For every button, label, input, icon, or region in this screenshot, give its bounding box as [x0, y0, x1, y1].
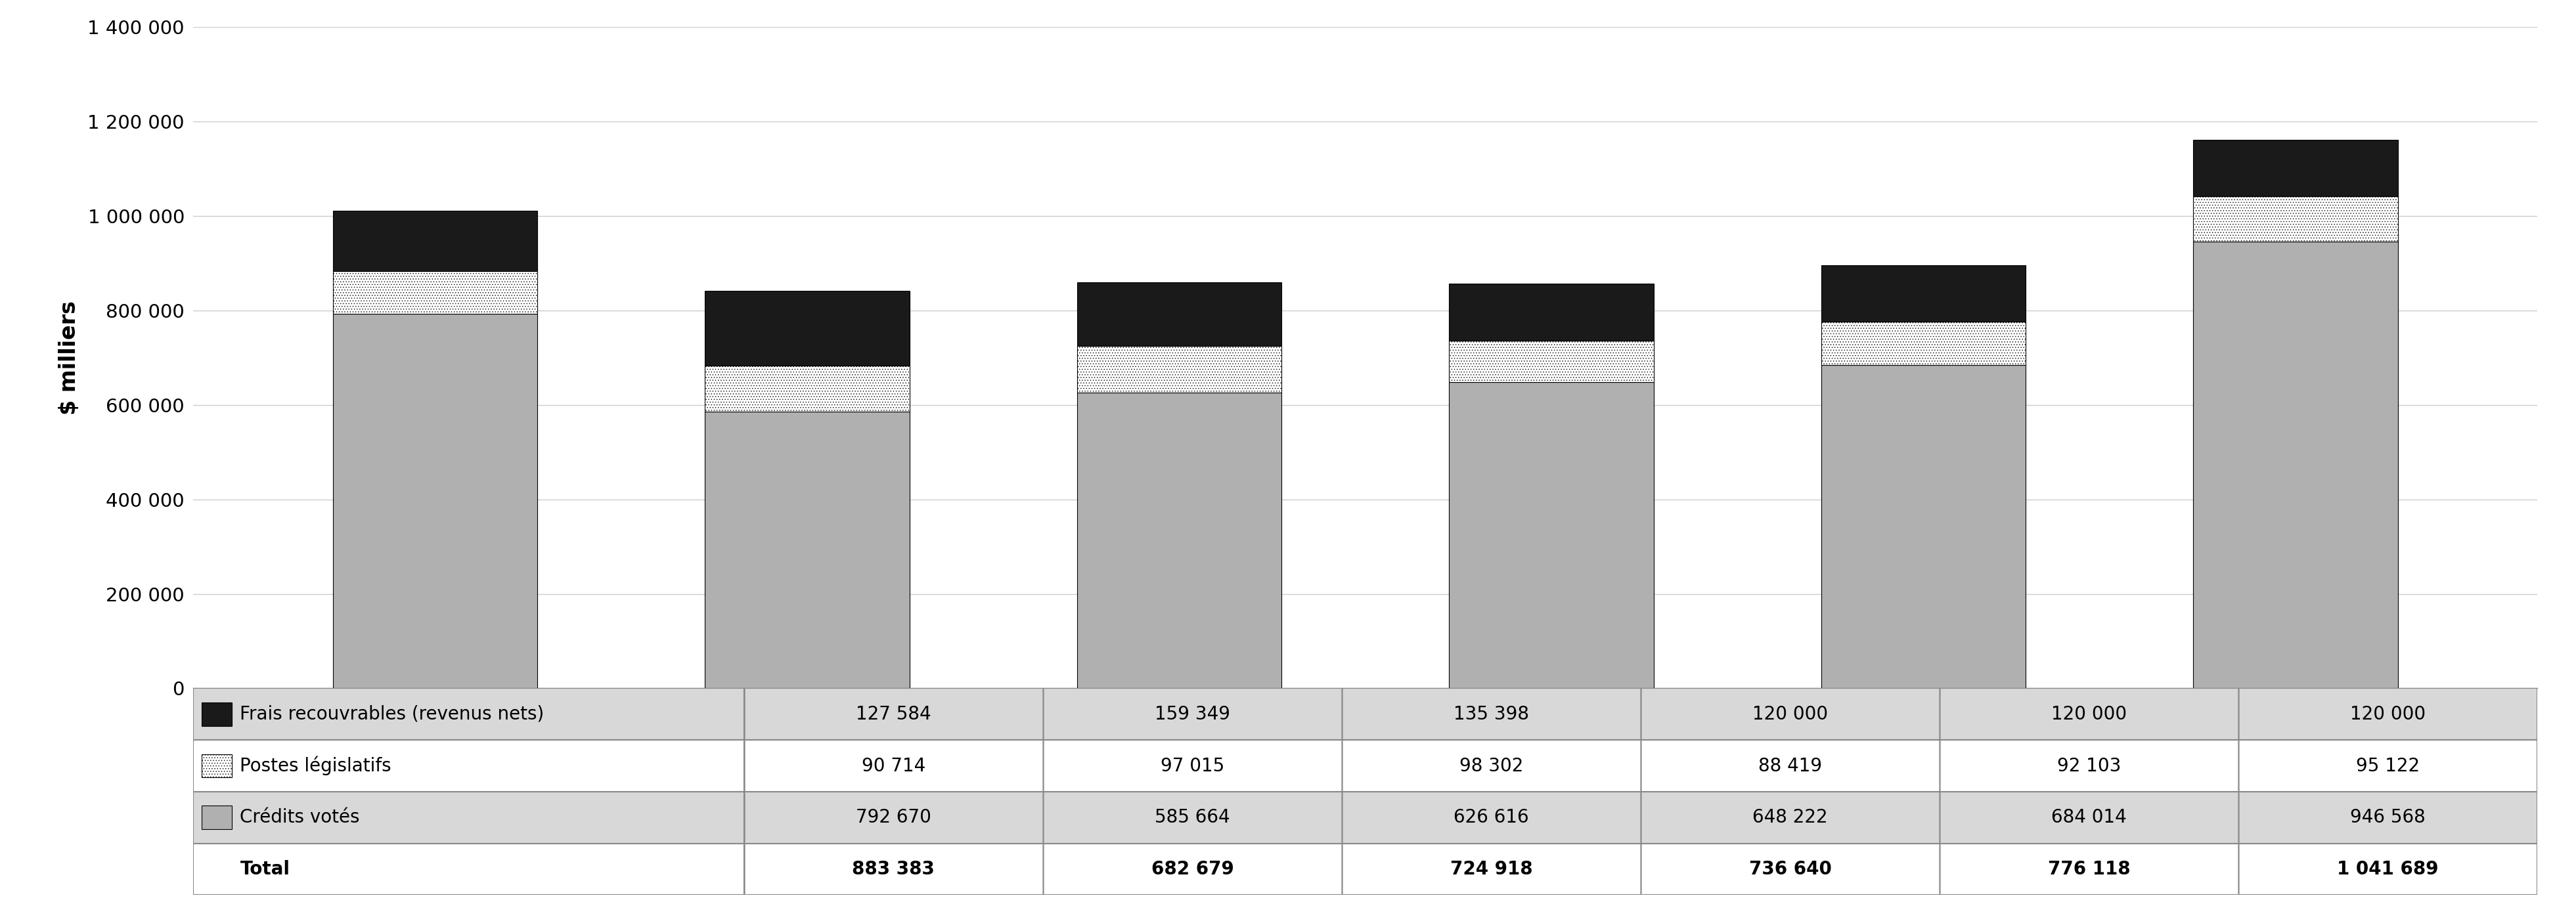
Text: 90 714: 90 714: [860, 757, 925, 775]
Bar: [193, 843, 2537, 895]
Text: 724 918: 724 918: [1450, 860, 1533, 879]
Bar: [332, 211, 538, 271]
Bar: [1077, 282, 1283, 346]
Bar: [201, 754, 232, 777]
Bar: [706, 411, 909, 688]
Text: 159 349: 159 349: [1154, 705, 1231, 723]
Text: 97 015: 97 015: [1159, 757, 1224, 775]
Text: 946 568: 946 568: [2349, 808, 2427, 826]
Text: 585 664: 585 664: [1154, 808, 1231, 826]
Text: 776 118: 776 118: [2048, 860, 2130, 879]
Text: Crédits votés: Crédits votés: [240, 808, 361, 826]
Text: 98 302: 98 302: [1458, 757, 1522, 775]
Text: Total: Total: [240, 860, 291, 879]
Text: 736 640: 736 640: [1749, 860, 1832, 879]
Bar: [332, 314, 538, 688]
Bar: [332, 271, 538, 314]
Text: 1 041 689: 1 041 689: [2336, 860, 2439, 879]
Text: 682 679: 682 679: [1151, 860, 1234, 879]
Text: Postes législatifs: Postes législatifs: [240, 756, 392, 776]
Bar: [1821, 322, 2025, 365]
Text: 127 584: 127 584: [855, 705, 930, 723]
Bar: [706, 366, 909, 411]
Bar: [2192, 140, 2398, 196]
Y-axis label: $ milliers: $ milliers: [59, 301, 80, 415]
Bar: [193, 792, 2537, 843]
Text: 626 616: 626 616: [1453, 808, 1530, 826]
Text: 883 383: 883 383: [853, 860, 935, 879]
Bar: [2192, 241, 2398, 688]
Bar: [193, 688, 2537, 740]
Bar: [1077, 392, 1283, 688]
Text: Frais recouvrables (revenus nets): Frais recouvrables (revenus nets): [240, 705, 544, 723]
Text: 95 122: 95 122: [2357, 757, 2419, 775]
Bar: [706, 291, 909, 366]
Text: 120 000: 120 000: [2349, 705, 2427, 723]
Text: 92 103: 92 103: [2058, 757, 2120, 775]
Bar: [201, 805, 232, 829]
Bar: [193, 740, 2537, 792]
Bar: [1821, 365, 2025, 688]
Text: 120 000: 120 000: [2050, 705, 2128, 723]
Text: 120 000: 120 000: [1752, 705, 1829, 723]
Bar: [1821, 265, 2025, 322]
Text: 88 419: 88 419: [1759, 757, 1821, 775]
Bar: [1448, 341, 1654, 382]
Text: 684 014: 684 014: [2050, 808, 2128, 826]
Bar: [201, 702, 232, 726]
Bar: [2192, 196, 2398, 241]
Text: 648 222: 648 222: [1752, 808, 1829, 826]
Text: 135 398: 135 398: [1453, 705, 1530, 723]
Bar: [1448, 284, 1654, 341]
Bar: [1448, 382, 1654, 688]
Bar: [1077, 346, 1283, 392]
Text: 792 670: 792 670: [855, 808, 933, 826]
